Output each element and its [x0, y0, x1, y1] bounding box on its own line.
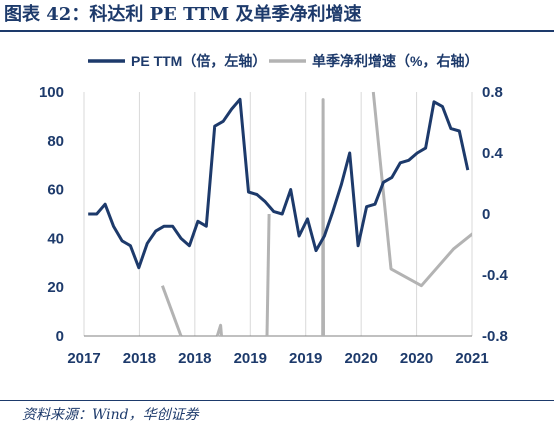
x-tick-label-4: 2019 — [289, 350, 322, 367]
y-right-tick-label-4: 0.8 — [482, 84, 503, 101]
y-left-tick-label-4: 80 — [47, 133, 64, 150]
y-right-tick-label-1: -0.4 — [482, 267, 509, 284]
x-tick-label-1: 2018 — [123, 350, 156, 367]
y-right-tick-label-3: 0.4 — [482, 145, 504, 162]
growth-line-segment-0 — [160, 285, 183, 337]
growth-line-segment-3 — [321, 98, 325, 337]
gridlines — [83, 92, 473, 336]
title-divider — [0, 30, 554, 32]
y-left-tick-label-1: 20 — [47, 279, 64, 296]
y-left-tick-label-3: 60 — [47, 182, 64, 199]
source-note: 资料来源：Wind，华创证券 — [22, 407, 199, 423]
growth-line-segment-2 — [265, 213, 271, 337]
x-tick-label-0: 2017 — [67, 350, 100, 367]
legend-label-pe: PE TTM（倍，左轴） — [131, 53, 266, 69]
pe-growth-chart: PE TTM（倍，左轴） 单季净利增速（%，右轴） 0 20 40 60 80 100 -0… — [39, 53, 509, 367]
y-right-tick-label-2: 0 — [482, 206, 490, 223]
x-tick-label-2: 2018 — [178, 350, 211, 367]
y-left-tick-label-0: 0 — [56, 328, 64, 345]
tick-labels: 0 20 40 60 80 100 -0.8 -0.4 0 0.4 0.8 2017 2018 2018 2… — [39, 84, 509, 367]
x-tick-label-6: 2020 — [400, 350, 433, 367]
pe-series — [88, 97, 470, 270]
growth-line-segment-4 — [371, 91, 472, 288]
legend: PE TTM（倍，左轴） 单季净利增速（%，右轴） — [88, 53, 478, 69]
y-left-tick-label-2: 40 — [47, 230, 64, 247]
x-tick-label-3: 2019 — [234, 350, 267, 367]
growth-line-segment-1 — [215, 323, 223, 337]
growth-series — [160, 91, 472, 337]
pe-line — [88, 97, 470, 270]
chart-title: 图表 42：科达利 PE TTM 及单季净利增速 — [4, 4, 362, 25]
legend-label-growth: 单季净利增速（%，右轴） — [312, 53, 478, 69]
source-divider — [0, 400, 554, 401]
y-right-tick-label-0: -0.8 — [482, 328, 508, 345]
y-left-tick-label-5: 100 — [39, 84, 64, 101]
x-tick-label-7: 2021 — [455, 350, 488, 367]
x-tick-label-5: 2020 — [344, 350, 377, 367]
